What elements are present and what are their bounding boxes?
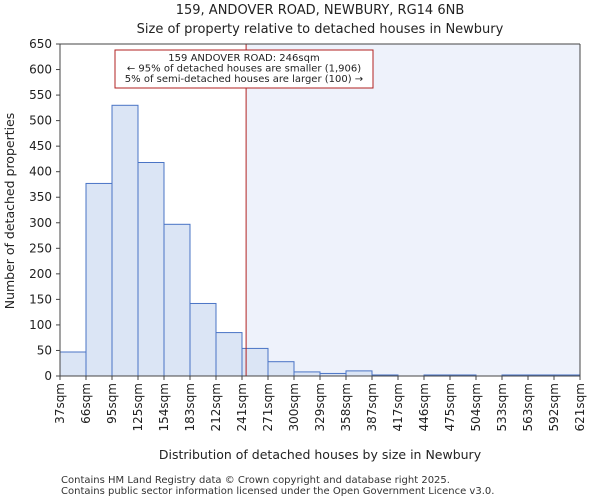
bar-95sqm [111,104,139,377]
y-tick-label: 600 [29,63,52,77]
footer-line-2: Contains public sector information licen… [61,486,494,497]
x-tick-label: 125sqm [131,383,145,431]
annotation-line-3: 5% of semi-detached houses are larger (1… [125,74,363,85]
annotation-box [114,49,374,89]
y-tick-label: 100 [29,318,52,332]
annotation-line-2: ← 95% of detached houses are smaller (1,… [127,64,361,75]
x-tick-label: 446sqm [417,383,431,431]
bar-66sqm [85,182,113,377]
y-tick-label: 0 [44,369,52,383]
y-tick-label: 450 [29,139,52,153]
x-tick-label: 387sqm [365,383,379,431]
x-tick-label: 154sqm [157,383,171,431]
x-tick-label: 504sqm [469,383,483,431]
bar-212sqm [215,332,243,377]
y-tick-label: 50 [37,343,52,357]
x-tick-label: 183sqm [183,383,197,431]
footer-line-1: Contains HM Land Registry data © Crown c… [61,475,450,486]
x-tick-label: 358sqm [339,383,353,431]
x-tick-label: 621sqm [573,383,587,431]
x-tick-label: 592sqm [547,383,561,431]
x-axis-label: Distribution of detached houses by size … [159,447,482,462]
bar-358sqm [345,370,373,377]
chart-title: 159, ANDOVER ROAD, NEWBURY, RG14 6NB [176,3,465,18]
y-tick-label: 250 [29,241,52,255]
bar-37sqm [59,351,87,377]
annotation-line-1: 159 ANDOVER ROAD: 246sqm [168,53,319,64]
y-tick-label: 200 [29,267,52,281]
x-tick-label: 417sqm [391,383,405,431]
x-tick-label: 95sqm [105,383,119,424]
bar-183sqm [189,302,217,377]
bar-125sqm [137,161,165,377]
y-tick-label: 500 [29,114,52,128]
x-tick-label: 533sqm [495,383,509,431]
x-tick-label: 212sqm [209,383,223,431]
bar-300sqm [293,371,321,377]
x-tick-label: 475sqm [443,383,457,431]
plot-area: 0 50 100 150 200 250 300 350 400 450 500 550 600 650 3… [29,37,587,431]
y-tick-label: 650 [29,37,52,51]
y-tick-label: 550 [29,88,52,102]
y-tick-label: 150 [29,292,52,306]
y-tick-label: 350 [29,190,52,204]
y-axis-label: Number of detached properties [2,113,17,310]
x-tick-label: 271sqm [261,383,275,431]
x-tick-label: 300sqm [287,383,301,431]
bar-154sqm [163,223,191,377]
highlight-region [246,44,580,376]
bar-271sqm [267,361,295,377]
x-tick-label: 37sqm [53,383,67,424]
y-tick-label: 400 [29,165,52,179]
y-tick-label: 300 [29,216,52,230]
x-tick-label: 563sqm [521,383,535,431]
chart-subtitle: Size of property relative to detached ho… [137,22,504,37]
x-tick-label: 241sqm [235,383,249,431]
x-tick-label: 329sqm [313,383,327,431]
x-tick-label: 66sqm [79,383,93,424]
